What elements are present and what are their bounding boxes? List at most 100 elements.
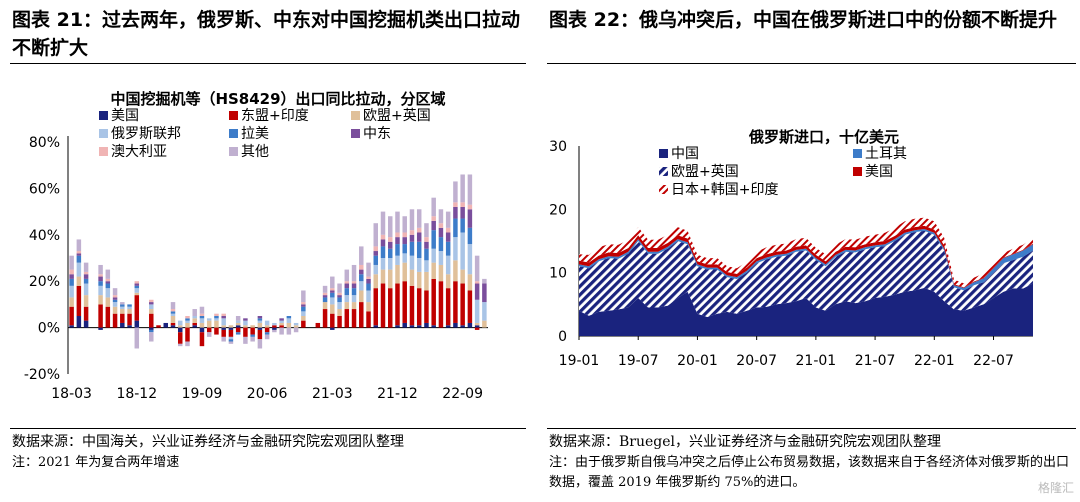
bar-segment bbox=[221, 318, 226, 326]
bar-segment bbox=[170, 311, 176, 314]
bar-segment bbox=[264, 320, 270, 326]
bar-segment bbox=[76, 251, 82, 254]
bar-segment bbox=[431, 325, 436, 328]
bar-segment bbox=[402, 253, 407, 263]
bar-segment bbox=[482, 320, 487, 328]
x-tick-label: 20-06 bbox=[247, 386, 288, 402]
bar-segment bbox=[467, 290, 473, 323]
bar-segment bbox=[409, 234, 415, 242]
bar-segment bbox=[474, 299, 480, 323]
bar-segment bbox=[467, 244, 473, 275]
right-title-rule bbox=[547, 63, 1076, 64]
bar-segment bbox=[453, 281, 458, 323]
bar-segment bbox=[330, 288, 335, 291]
y-tick-label: 10 bbox=[549, 266, 567, 282]
left-note-text: 注：2021 年为复合两年增速 bbox=[12, 455, 180, 470]
bar-segment bbox=[351, 309, 357, 328]
bar-segment bbox=[380, 239, 386, 247]
bar-segment bbox=[366, 311, 371, 328]
bar-segment bbox=[257, 329, 263, 340]
bar-segment bbox=[286, 316, 292, 319]
bar-segment bbox=[243, 318, 248, 321]
bar-segment bbox=[460, 232, 465, 270]
bar-segment bbox=[431, 230, 436, 249]
bar-segment bbox=[445, 288, 451, 326]
bar-segment bbox=[431, 216, 436, 221]
bar-segment bbox=[98, 285, 103, 296]
bar-segment bbox=[424, 271, 429, 291]
bar-segment bbox=[409, 255, 415, 270]
bar-segment bbox=[337, 295, 342, 298]
bar-segment bbox=[395, 244, 400, 256]
bar-segment bbox=[380, 246, 386, 258]
bar-segment bbox=[474, 283, 480, 300]
bar-segment bbox=[474, 281, 480, 284]
bar-segment bbox=[373, 288, 379, 326]
bar-segment bbox=[257, 322, 263, 328]
bar-segment bbox=[170, 302, 176, 310]
bar-segment bbox=[98, 274, 103, 277]
bar-segment bbox=[221, 316, 226, 319]
bar-segment bbox=[424, 248, 429, 261]
bar-segment bbox=[257, 318, 263, 321]
bar-segment bbox=[272, 325, 277, 328]
bar-segment bbox=[460, 269, 465, 284]
bar-segment bbox=[177, 343, 183, 347]
bar-segment bbox=[127, 325, 132, 328]
bar-segment bbox=[438, 237, 444, 252]
bar-segment bbox=[373, 325, 379, 328]
bar-segment bbox=[112, 313, 118, 328]
bar-segment bbox=[83, 283, 89, 296]
legend-label: 中国 bbox=[671, 146, 699, 162]
bar-segment bbox=[98, 281, 103, 286]
bar-segment bbox=[344, 288, 350, 296]
bar-segment bbox=[69, 269, 74, 275]
bar-segment bbox=[257, 316, 263, 319]
bar-segment bbox=[206, 332, 212, 337]
area-0 bbox=[579, 283, 1033, 336]
bar-segment bbox=[373, 264, 379, 275]
bar-segment bbox=[344, 295, 350, 303]
bar-segment bbox=[199, 316, 205, 319]
bar-segment bbox=[221, 325, 226, 328]
bar-segment bbox=[474, 325, 480, 328]
bar-segment bbox=[387, 288, 393, 328]
x-tick-label: 20-01 bbox=[677, 353, 718, 369]
left-title-rule bbox=[10, 63, 526, 64]
bar-segment bbox=[366, 302, 371, 312]
bar-segment bbox=[199, 313, 205, 316]
bar-segment bbox=[387, 269, 393, 289]
bar-segment bbox=[149, 313, 154, 328]
bar-segment bbox=[257, 339, 263, 349]
legend-swatch bbox=[351, 111, 360, 120]
left-footer-rule bbox=[10, 428, 526, 429]
bar-segment bbox=[272, 322, 277, 326]
bar-segment bbox=[177, 325, 183, 328]
bar-segment bbox=[445, 325, 451, 328]
bar-segment bbox=[330, 297, 335, 305]
x-tick-label: 22-01 bbox=[914, 353, 955, 369]
bar-segment bbox=[127, 304, 132, 307]
bar-segment bbox=[395, 264, 400, 284]
bar-segment bbox=[214, 327, 219, 335]
bar-segment bbox=[330, 313, 335, 328]
right-note-text: 注：由于俄罗斯自俄乌冲突之后停止公布贸易数据，该数据来自于各经济体对俄罗斯的出口… bbox=[549, 455, 1070, 490]
bar-segment bbox=[460, 206, 465, 219]
bar-segment bbox=[322, 292, 328, 296]
left-source-block: 数据来源：中国海关，兴业证券经济与金融研究院宏观团队整理 注：2021 年为复合… bbox=[12, 432, 524, 473]
bar-segment bbox=[177, 320, 183, 326]
bar-segment bbox=[344, 302, 350, 310]
bar-segment bbox=[177, 327, 183, 333]
y-tick-label: -20% bbox=[24, 367, 60, 383]
bar-segment bbox=[395, 283, 400, 326]
right-footer-rule bbox=[547, 428, 1076, 429]
bar-segment bbox=[337, 283, 342, 293]
bar-segment bbox=[416, 232, 422, 242]
bar-segment bbox=[380, 234, 386, 240]
bar-segment bbox=[337, 292, 342, 296]
bar-segment bbox=[243, 325, 248, 328]
bar-segment bbox=[112, 297, 118, 300]
bar-segment bbox=[387, 237, 393, 242]
bar-segment bbox=[170, 313, 176, 316]
